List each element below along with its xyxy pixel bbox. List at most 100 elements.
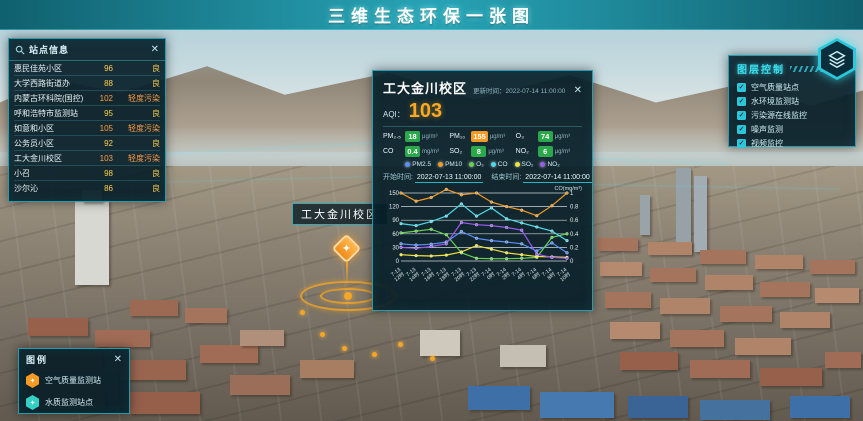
svg-text:0: 0 bbox=[570, 259, 574, 265]
building bbox=[640, 195, 650, 235]
building bbox=[825, 352, 861, 368]
pulse-ring-center bbox=[344, 292, 352, 300]
checkbox-checked-icon[interactable]: ✓ bbox=[737, 138, 746, 148]
station-name: 惠民佳苑小区 bbox=[14, 63, 62, 73]
layer-toggle-item[interactable]: ✓ 污染源在线监控 bbox=[737, 108, 847, 122]
pin-stem bbox=[346, 262, 348, 288]
building bbox=[540, 392, 614, 418]
pollutant-label: PM₁₀ bbox=[449, 133, 466, 140]
chart-legend-item[interactable]: SO₂ bbox=[514, 161, 534, 168]
end-time-label: 结束时间: bbox=[491, 174, 522, 181]
legend-label: SO₂ bbox=[521, 161, 534, 168]
svg-text:1: 1 bbox=[570, 191, 574, 197]
legend-label: PM10 bbox=[445, 161, 463, 168]
svg-text:0.4: 0.4 bbox=[570, 232, 579, 238]
layer-panel-title: 图层控制 bbox=[737, 65, 785, 76]
chart-legend-item[interactable]: PM2.5 bbox=[405, 161, 431, 168]
checkbox-checked-icon[interactable]: ✓ bbox=[737, 110, 746, 120]
start-time-input[interactable]: 2022-07-13 11:00:00 bbox=[414, 174, 484, 183]
building bbox=[720, 306, 772, 322]
layer-label: 污染源在线监控 bbox=[751, 110, 807, 120]
building bbox=[700, 250, 746, 264]
station-list-item[interactable]: 大学西路街道办 88 良 bbox=[14, 76, 160, 91]
station-aqi-category: 良 bbox=[152, 63, 160, 73]
pollutant-readout: CO 0.4 mg/m³ bbox=[383, 146, 449, 157]
pollutant-value-badge: 8 bbox=[471, 146, 487, 157]
checkbox-checked-icon[interactable]: ✓ bbox=[737, 82, 746, 92]
query-panel-close-icon[interactable]: ✕ bbox=[150, 43, 159, 55]
station-aqi-value: 98 bbox=[104, 168, 113, 178]
station-list-item[interactable]: 呼和浩特市监测站 95 良 bbox=[14, 106, 160, 121]
station-list-item[interactable]: 如意和小区 105 轻度污染 bbox=[14, 121, 160, 136]
pollutant-value-badge: 155 bbox=[471, 131, 488, 142]
svg-text:0.8: 0.8 bbox=[570, 205, 579, 211]
pollutant-unit: μg/m³ bbox=[554, 148, 571, 155]
building bbox=[760, 368, 822, 386]
aq-chart: 0 30 60 90 120 150 0 0.2 0.4 0.6 0.8 1CO(mg/m³) 7-13… bbox=[389, 186, 582, 283]
pollutant-unit: μg/m³ bbox=[489, 133, 506, 140]
building bbox=[28, 318, 88, 336]
building bbox=[75, 200, 109, 285]
layer-toggle-item[interactable]: ✓ 视频监控 bbox=[737, 136, 847, 150]
svg-text:0.6: 0.6 bbox=[570, 218, 579, 224]
layer-label: 视频监控 bbox=[751, 138, 783, 148]
building bbox=[690, 360, 750, 378]
pollutant-label: SO₂ bbox=[449, 148, 463, 155]
building bbox=[660, 298, 710, 314]
station-panel-close-icon[interactable]: ✕ bbox=[573, 85, 582, 96]
aqi-value: 103 bbox=[408, 100, 443, 122]
station-aqi-value: 102 bbox=[99, 93, 113, 103]
layer-toggle-item[interactable]: ✓ 空气质量站点 bbox=[737, 80, 847, 94]
end-time-input[interactable]: 2022-07-14 11:00:00 bbox=[523, 174, 592, 183]
station-list-item[interactable]: 沙尔沁 86 良 bbox=[14, 181, 160, 196]
svg-text:7-140时: 7-140时 bbox=[481, 266, 497, 282]
station-name: 如意和小区 bbox=[14, 123, 54, 133]
chart-legend-item[interactable]: CO bbox=[490, 161, 508, 168]
station-map-label[interactable]: 工大金川校区 bbox=[292, 203, 388, 225]
station-detail-panel: 工大金川校区 更新时间：2022-07-14 11:00:00 ✕ AQI： 1… bbox=[372, 70, 593, 311]
pollutant-label: NO₂ bbox=[515, 148, 529, 155]
station-list-item[interactable]: 惠民佳苑小区 96 良 bbox=[14, 61, 160, 76]
layer-label: 噪声监测 bbox=[751, 124, 783, 134]
pollutant-unit: mg/m³ bbox=[422, 148, 439, 155]
layers-hexagon-button[interactable] bbox=[818, 38, 856, 80]
chart-legend: PM2.5 PM10 O₃ CO SO₂ NO₂ bbox=[383, 161, 582, 168]
legend-panel-header: 图例 ✕ bbox=[26, 353, 122, 366]
query-panel-title: 站点信息 bbox=[29, 45, 70, 55]
street-marker-dot bbox=[320, 332, 325, 337]
building bbox=[735, 338, 791, 355]
legend-panel-close-icon[interactable]: ✕ bbox=[113, 353, 122, 365]
legend-dot-icon bbox=[490, 162, 496, 167]
aqi-readout: AQI： 103 bbox=[383, 100, 582, 123]
station-list-item[interactable]: 内蒙古环科院(国控) 102 轻度污染 bbox=[14, 91, 160, 106]
time-range-row: 开始时间: 2022-07-13 11:00:00 结束时间: 2022-07-… bbox=[383, 172, 592, 183]
checkbox-checked-icon[interactable]: ✓ bbox=[737, 96, 746, 106]
pollutant-unit: μg/m³ bbox=[422, 133, 438, 140]
station-list-item[interactable]: 公务员小区 92 良 bbox=[14, 136, 160, 151]
station-name: 小召 bbox=[14, 168, 30, 178]
checkbox-checked-icon[interactable]: ✓ bbox=[737, 124, 746, 134]
layer-toggle-item[interactable]: ✓ 噪声监测 bbox=[737, 122, 847, 136]
street-marker-dot bbox=[398, 342, 403, 347]
chart-legend-item[interactable]: PM10 bbox=[438, 161, 462, 168]
svg-text:120: 120 bbox=[389, 205, 400, 211]
station-aqi-value: 95 bbox=[104, 108, 113, 118]
station-list-item[interactable]: 工大金川校区 103 轻度污染 bbox=[14, 151, 160, 166]
map-legend-item: ✦ 水质监测站点 bbox=[26, 395, 122, 410]
chart-legend-item[interactable]: NO₂ bbox=[540, 161, 560, 168]
building bbox=[230, 375, 290, 395]
svg-text:7-1318时: 7-1318时 bbox=[435, 266, 452, 283]
svg-text:7-1322时: 7-1322时 bbox=[465, 266, 482, 283]
svg-text:7-1316时: 7-1316时 bbox=[420, 266, 437, 283]
pollutant-label: PM₂.₅ bbox=[383, 133, 401, 140]
station-list-item[interactable]: 小召 98 良 bbox=[14, 166, 160, 181]
pollutant-label: CO bbox=[383, 148, 394, 155]
station-name: 工大金川校区 bbox=[14, 153, 62, 163]
layer-toggle-item[interactable]: ✓ 水环境监测站 bbox=[737, 94, 847, 108]
station-aqi-category: 良 bbox=[152, 108, 160, 118]
building bbox=[610, 322, 660, 339]
chart-legend-item[interactable]: O₃ bbox=[469, 161, 484, 168]
legend-hexagon-icon: ✦ bbox=[26, 395, 39, 410]
svg-text:60: 60 bbox=[392, 232, 399, 238]
